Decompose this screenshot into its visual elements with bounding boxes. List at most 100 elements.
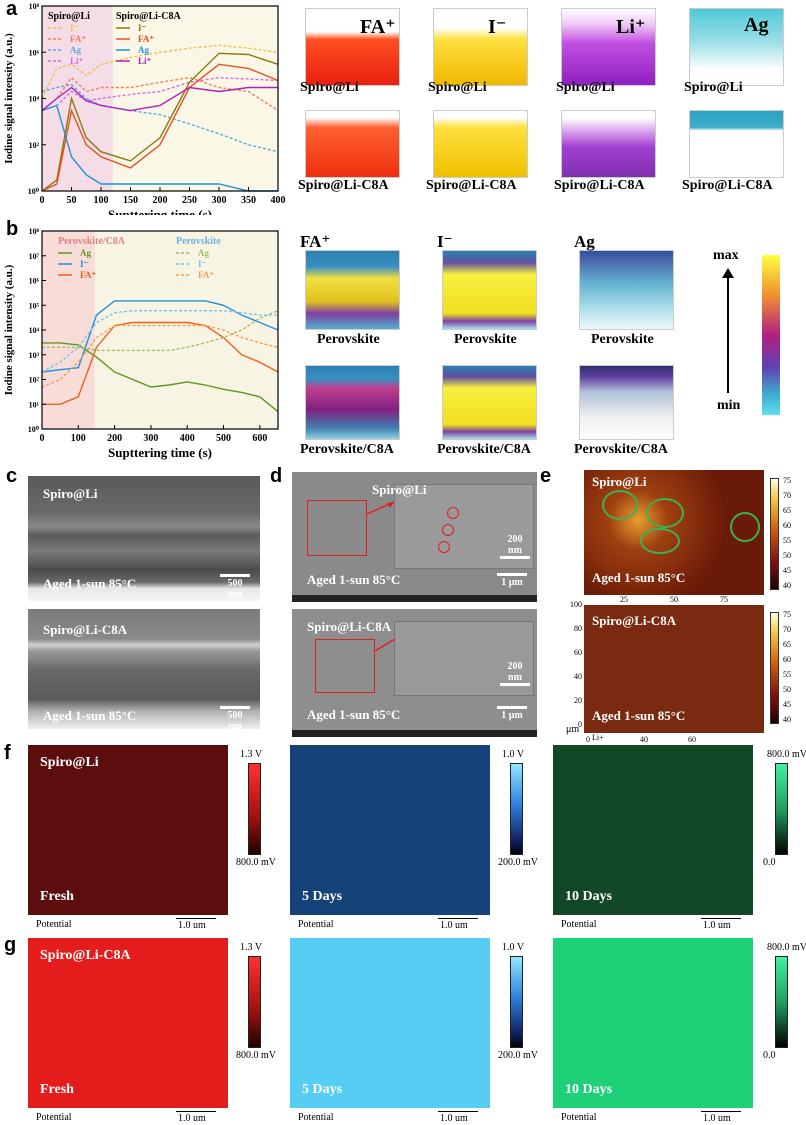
highlight-circle [447,507,459,519]
potential-colorbar [248,956,261,1048]
legend-label: I⁻ [198,259,207,269]
colorbar-bottom-label: 800.0 mV [236,1050,276,1061]
cube-b-caption-bottom-1: Perovskite/C8A [437,442,531,457]
green-circle [640,528,680,554]
colorbar-bottom-label: 0.0 [763,857,776,868]
panel-label-g: g [4,934,17,956]
x-tick-label: 200 [153,195,168,206]
cube-b-ion-label-1: I⁻ [437,232,453,251]
e-y-tick: 60 [574,648,582,657]
colorbar-top-label: 1.3 V [240,942,263,953]
sem-d-bottom-condition: Aged 1-sun 85°C [307,707,401,722]
cube-a-bottom-0 [305,110,400,178]
series-line-0 [41,44,279,99]
cube-a-top-1 [433,8,528,86]
scale-bar-d-top-inset-label: 200 nm [507,534,523,556]
legend-header: Perovskite/C8A [58,236,126,247]
potential-label: Potential [561,1112,597,1123]
cube-a-ion-label-3: Ag [744,14,769,36]
legend-label: FA⁺ [80,270,96,280]
y-tick-label: 10¹ [29,400,40,409]
y-tick-label: 10³ [29,351,40,360]
kmap-e-bottom-condition: Aged 1-sun 85°C [592,708,686,723]
e-y-tick: 20 [574,696,582,705]
colorbar-bottom-label: 200.0 mV [498,857,538,868]
kpfm-time-label: 10 Days [565,1082,613,1097]
scale-bar-label: 1.0 um [703,920,731,931]
series-line-5 [41,63,279,192]
potential-colorbar [248,763,261,855]
scale-bar-line [176,1111,216,1112]
sem-d-bottom-title: Spiro@Li-C8A [307,619,392,634]
legend-label: I⁻ [80,259,89,269]
zoom-box-bottom [315,639,375,693]
cube-b-caption-bottom-0: Perovskite/C8A [300,442,394,457]
cube-b-caption-bottom-2: Perovskite/C8A [574,442,668,457]
e-x-tick-bottom: 60 [688,735,696,744]
e-x-tick-top: 25 [620,595,628,604]
e-colorbar-tick: 60 [783,521,791,530]
zoom-arrow-bottom [375,638,396,652]
kpfm-map: 10 Days [553,745,753,915]
y-tick-label: 10⁷ [29,252,40,261]
series-line-4 [41,52,279,192]
e-x-tick-bottom: 40 [640,735,648,744]
legend-label: I⁻ [70,23,79,33]
sem-c-bottom-condition: Aged 1-sun 85°C [43,708,137,723]
series-line-0 [42,342,279,413]
chart-b: 0 100 200 300 400 500 600 10⁰ 10¹ 10² 10³ 10⁴ 10⁵ 10⁶… [3,227,279,460]
e-colorbar-tick: 55 [783,670,791,679]
scale-bar-c-bottom-label: 500 nm [227,710,243,729]
sem-d-top-title: Spiro@Li [372,482,427,497]
cube-a-caption-bottom-2: Spiro@Li-C8A [554,178,645,193]
cube-b-caption-top-2: Perovskite [591,332,654,347]
y-tick-label: 10⁰ [28,187,40,196]
kpfm-map: 10 Days [553,938,753,1108]
sem-c-top-condition: Aged 1-sun 85°C [43,576,137,591]
colorbar-bottom-label: 800.0 mV [236,857,276,868]
e-colorbar-top [770,478,779,590]
potential-colorbar [510,763,523,855]
cube-a-top-0 [305,8,400,86]
cube-b-ion-label-2: Ag [574,232,595,251]
potential-label: Potential [298,919,334,930]
sem-c-top-title: Spiro@Li [43,486,98,501]
cube-a-top-2 [561,8,656,86]
kpfm-time-label: Fresh [40,889,74,904]
scale-bar-c-top-label: 500 nm [227,578,243,600]
scale-bar-d-top-inset: 200 nm [500,534,530,560]
series-line-1 [41,76,279,112]
colorbar-top-label: 800.0 mV [767,749,806,760]
cube-a-caption-bottom-1: Spiro@Li-C8A [426,178,517,193]
sem-d-top-condition: Aged 1-sun 85°C [307,572,401,587]
cube-b-caption-top-0: Perovskite [317,332,380,347]
series-line-1 [41,300,279,373]
y-tick-label: 10⁰ [28,425,40,434]
cube-a-ion-label-1: I⁻ [488,16,507,38]
cube-b-bottom-1 [442,365,537,440]
y-tick-label: 10⁴ [29,95,40,104]
highlight-circle [442,524,454,536]
kpfm-time-label: 5 Days [302,1082,343,1097]
cube-b-top-2 [579,250,674,330]
cube-b-bottom-0 [305,365,400,440]
legend-label: FA⁺ [138,34,154,44]
legend-header: Spiro@Li [48,11,90,22]
e-colorbar-tick: 40 [783,715,791,724]
cube-a-caption-bottom-0: Spiro@Li-C8A [298,178,389,193]
y-tick-label: 10⁵ [29,301,40,310]
potential-label: Potential [561,919,597,930]
kmap-e-top-title: Spiro@Li [592,474,647,489]
x-tick-label: 300 [212,195,227,206]
e-colorbar-tick: 45 [783,700,791,709]
cube-b-caption-top-1: Perovskite [454,332,517,347]
potential-label: Potential [36,919,72,930]
potential-label: Potential [36,1112,72,1123]
x-tick-label: 300 [143,433,158,444]
panel-label-a: a [6,0,18,20]
kpfm-map-spiro-li: Spiro@Li Aged 1-sun 85°C [584,470,764,595]
scale-bar-c-top: 500 nm [220,574,250,600]
scale-bar-line [438,1111,478,1112]
potential-label: Potential [298,1112,334,1123]
scale-bar-line [438,918,478,919]
